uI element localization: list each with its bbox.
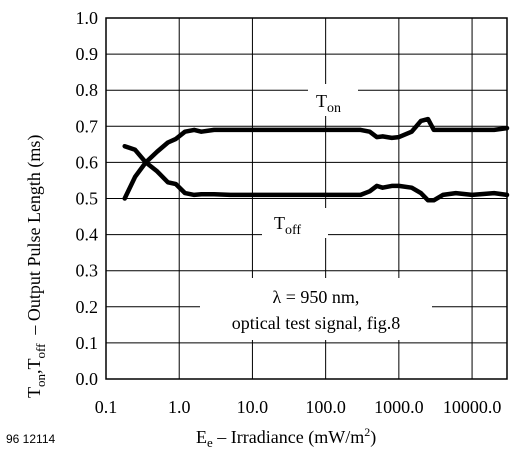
toff-label-sub: off [285, 223, 301, 238]
y-axis-label-t1: T [24, 387, 44, 398]
figure-id: 96 12114 [6, 432, 55, 446]
y-tick-label: 1.0 [76, 8, 99, 28]
x-axis-label-sup: 2 [364, 425, 370, 439]
series-line-toff [122, 143, 510, 203]
y-axis-label-rest: – Output Pulse Length (ms) [24, 135, 45, 344]
series-lines [122, 116, 510, 203]
y-tick-label: 0.2 [76, 297, 99, 317]
y-axis-label-s1: on [33, 374, 48, 388]
x-tick-label: 100.0 [305, 397, 346, 417]
y-tick-label: 0.3 [76, 261, 99, 281]
y-tick-label: 0.8 [76, 80, 99, 100]
y-tick-label: 0.4 [76, 225, 99, 245]
y-tick-label: 0.0 [76, 369, 99, 389]
y-tick-labels: 0.0 0.1 0.2 0.3 0.4 0.5 0.6 0.7 0.8 0.9 1.0 [76, 8, 99, 389]
ton-label-sub: on [327, 101, 341, 116]
x-tick-label: 10000.0 [443, 397, 502, 417]
note-line-1: λ = 950 nm, [273, 287, 360, 307]
x-axis-label-main: E [196, 427, 207, 447]
x-tick-label: 0.1 [95, 397, 118, 417]
series-line-ton [122, 116, 510, 201]
y-axis-label-comma: ,T [24, 359, 44, 375]
toff-label-box [262, 208, 328, 238]
y-axis-label-s2: off [33, 343, 48, 359]
x-axis-label-end: ) [370, 427, 376, 448]
toff-label-base: T [274, 213, 285, 233]
y-axis-label: Ton,Toff – Output Pulse Length (ms) [24, 135, 48, 398]
y-tick-label: 0.1 [76, 333, 99, 353]
x-tick-labels: 0.1 1.0 10.0 100.0 1000.0 10000.0 [95, 397, 502, 417]
ton-label-box [308, 84, 358, 116]
x-axis-label-mid: – Irradiance (mW/m [213, 427, 364, 448]
note-box [200, 278, 432, 340]
x-tick-label: 1.0 [168, 397, 191, 417]
y-tick-label: 0.9 [76, 44, 99, 64]
ton-label-base: T [316, 91, 327, 111]
toff-label: Toff [274, 213, 301, 238]
ton-label: Ton [316, 91, 341, 116]
y-tick-label: 0.7 [76, 116, 99, 136]
x-tick-label: 1000.0 [374, 397, 424, 417]
y-tick-label: 0.5 [76, 189, 99, 209]
x-tick-label: 10.0 [237, 397, 269, 417]
note-line-2: optical test signal, fig.8 [232, 313, 400, 333]
x-axis-label: Ee – Irradiance (mW/m2) [196, 425, 376, 450]
x-axis-label-sub: e [207, 435, 213, 450]
y-tick-label: 0.6 [76, 152, 99, 172]
